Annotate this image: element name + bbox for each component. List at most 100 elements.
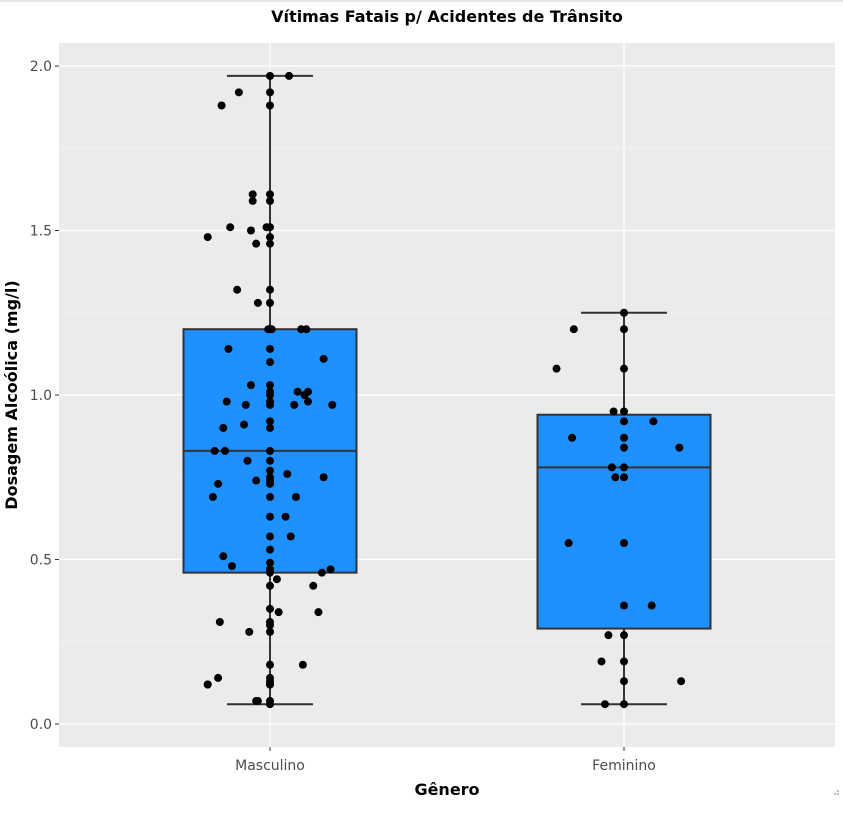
data-point	[210, 446, 219, 455]
data-point	[214, 673, 223, 682]
data-point	[675, 443, 684, 452]
data-point	[564, 539, 573, 548]
x-tick-label: Masculino	[235, 758, 305, 774]
data-point	[234, 88, 243, 97]
data-point	[266, 466, 274, 475]
data-point	[274, 608, 283, 617]
data-point	[620, 539, 628, 548]
data-point	[227, 562, 236, 571]
data-point	[266, 400, 274, 409]
y-axis-ticks: 0.0 0.5 1.0 1.5 2.0	[30, 59, 59, 733]
data-point	[266, 621, 274, 630]
data-point	[600, 700, 609, 709]
data-point	[620, 433, 628, 442]
data-point	[266, 381, 274, 390]
y-tick-label: 1.5	[30, 224, 52, 240]
data-point	[266, 680, 274, 689]
data-point	[326, 565, 335, 574]
data-point	[604, 631, 613, 640]
data-point	[620, 325, 628, 334]
data-point	[266, 417, 274, 426]
data-point	[304, 387, 313, 396]
data-point	[253, 696, 262, 705]
data-point	[252, 239, 261, 248]
data-point	[266, 446, 274, 455]
data-point	[266, 545, 274, 554]
data-point	[304, 397, 313, 406]
data-point	[607, 463, 616, 472]
data-point	[245, 627, 254, 636]
data-point	[241, 400, 250, 409]
data-point	[266, 196, 274, 205]
data-point	[266, 479, 274, 488]
data-point	[266, 223, 274, 232]
data-point	[309, 581, 318, 590]
data-point	[208, 492, 217, 501]
data-point	[620, 473, 628, 482]
data-point	[266, 190, 274, 199]
data-point	[649, 417, 658, 426]
data-point	[266, 660, 274, 669]
data-point	[266, 627, 274, 636]
data-point	[266, 700, 274, 709]
data-point	[291, 492, 300, 501]
data-point	[214, 479, 223, 488]
data-point	[647, 601, 656, 610]
data-point	[620, 677, 628, 686]
data-point	[267, 325, 276, 334]
data-point	[266, 233, 274, 242]
y-tick-label: 0.5	[30, 552, 52, 568]
data-point	[281, 512, 290, 521]
data-point	[203, 680, 212, 689]
x-axis-ticks: Masculino Feminino	[235, 747, 656, 774]
data-point	[248, 190, 257, 199]
data-point	[568, 433, 577, 442]
data-point	[203, 233, 212, 242]
resize-handle-icon[interactable]	[834, 790, 839, 795]
data-point	[597, 657, 606, 666]
data-point	[224, 344, 233, 353]
data-point	[319, 473, 328, 482]
data-point	[219, 423, 228, 432]
data-point	[677, 677, 686, 686]
data-point	[266, 558, 274, 567]
data-point	[266, 492, 274, 501]
x-axis-title: Gênero	[414, 780, 479, 799]
data-point	[285, 71, 294, 80]
data-point	[266, 532, 274, 541]
data-point	[266, 88, 274, 97]
data-point	[266, 391, 274, 399]
data-point	[620, 443, 628, 452]
data-point	[266, 298, 274, 307]
data-point	[620, 601, 628, 610]
data-point	[611, 473, 620, 482]
data-point	[290, 400, 299, 409]
data-point	[266, 512, 274, 521]
data-point	[609, 407, 618, 416]
data-point	[266, 568, 274, 577]
data-point	[266, 344, 274, 353]
data-point	[552, 364, 561, 373]
data-point	[266, 604, 274, 613]
data-point	[266, 239, 274, 248]
data-point	[286, 532, 295, 541]
data-point	[620, 364, 628, 373]
data-point	[266, 285, 274, 294]
y-axis-title: Dosagem Alcoólica (mg/l)	[2, 280, 21, 509]
y-tick-label: 2.0	[30, 59, 52, 75]
data-point	[314, 608, 323, 617]
chart-title: Vítimas Fatais p/ Acidentes de Trânsito	[271, 7, 623, 26]
data-point	[266, 101, 274, 110]
data-point	[253, 298, 262, 307]
data-point	[620, 657, 628, 666]
data-point	[283, 469, 292, 478]
data-point	[246, 226, 255, 235]
data-point	[266, 581, 274, 590]
data-point	[266, 456, 274, 465]
data-point	[620, 417, 628, 426]
data-point	[240, 420, 249, 429]
data-point	[222, 397, 231, 406]
data-point	[620, 700, 628, 709]
data-point	[293, 387, 302, 396]
